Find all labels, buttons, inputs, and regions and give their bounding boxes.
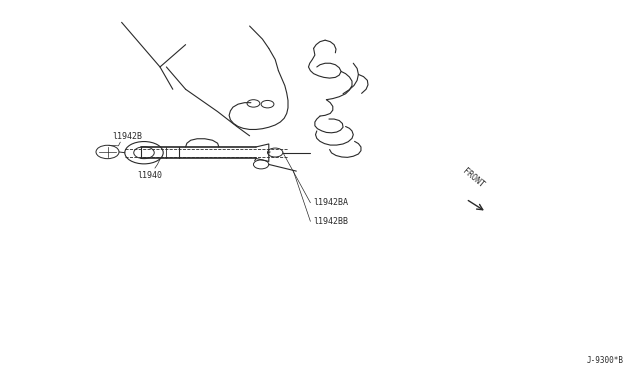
Text: l1942BB: l1942BB bbox=[314, 217, 349, 226]
Text: l1940: l1940 bbox=[138, 171, 163, 180]
Text: FRONT: FRONT bbox=[461, 167, 486, 190]
Text: J-9300*B: J-9300*B bbox=[587, 356, 624, 365]
Text: l1942B: l1942B bbox=[112, 132, 142, 141]
Text: l1942BA: l1942BA bbox=[314, 198, 349, 207]
